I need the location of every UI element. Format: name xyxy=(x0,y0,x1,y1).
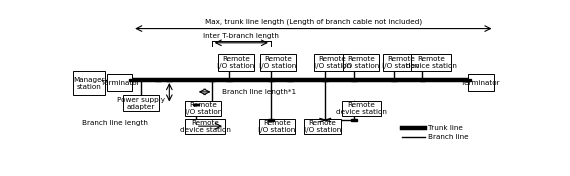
Text: Terminator: Terminator xyxy=(100,80,139,86)
Text: Branch line length*1: Branch line length*1 xyxy=(222,89,296,95)
Text: Terminator: Terminator xyxy=(462,80,500,86)
Bar xyxy=(304,119,341,134)
Bar xyxy=(209,79,214,81)
Text: Remote
I/O station: Remote I/O station xyxy=(258,120,296,133)
Bar xyxy=(391,79,397,81)
Text: Manager
station: Manager station xyxy=(74,77,105,90)
Text: Remote
I/O station: Remote I/O station xyxy=(217,56,255,69)
Bar xyxy=(351,79,357,81)
Bar xyxy=(468,74,494,91)
Bar xyxy=(185,101,221,116)
Bar xyxy=(341,101,381,116)
Text: Remote
device station: Remote device station xyxy=(336,102,387,115)
Bar xyxy=(108,74,132,91)
Bar xyxy=(260,54,296,71)
Bar xyxy=(74,71,105,95)
Bar xyxy=(123,95,158,111)
Text: Inter T-branch length: Inter T-branch length xyxy=(203,33,279,39)
Bar xyxy=(156,79,161,81)
Text: Remote
device station: Remote device station xyxy=(406,56,457,69)
Text: Remote
I/O station: Remote I/O station xyxy=(259,56,296,69)
Bar xyxy=(218,54,254,71)
Text: Remote
I/O station: Remote I/O station xyxy=(304,120,341,133)
Bar xyxy=(382,54,419,71)
Text: Branch line length: Branch line length xyxy=(82,120,148,126)
Bar xyxy=(412,54,451,71)
Bar xyxy=(193,104,199,105)
Bar xyxy=(268,79,274,81)
Bar xyxy=(343,54,379,71)
Bar xyxy=(420,79,425,81)
Bar xyxy=(351,119,357,121)
Bar xyxy=(465,79,471,81)
Text: Remote
I/O station: Remote I/O station xyxy=(382,56,420,69)
Bar xyxy=(287,79,293,81)
Text: Remote
I/O station: Remote I/O station xyxy=(185,102,222,115)
Bar xyxy=(185,119,225,134)
Bar xyxy=(259,119,295,134)
Text: Remote
device station: Remote device station xyxy=(180,120,230,133)
Text: Branch line: Branch line xyxy=(428,134,469,140)
Text: Trunk line: Trunk line xyxy=(428,124,463,130)
Bar xyxy=(129,79,135,81)
Text: Max, trunk line length (Length of branch cable not included): Max, trunk line length (Length of branch… xyxy=(205,18,422,25)
Bar xyxy=(323,79,328,81)
Text: Remote
I/O station: Remote I/O station xyxy=(314,56,351,69)
Bar xyxy=(166,79,172,81)
Bar xyxy=(226,79,232,81)
Bar xyxy=(314,54,351,71)
Text: Remote
I/O station: Remote I/O station xyxy=(343,56,380,69)
Bar xyxy=(268,119,274,121)
Text: Power supply
adapter: Power supply adapter xyxy=(117,97,165,110)
